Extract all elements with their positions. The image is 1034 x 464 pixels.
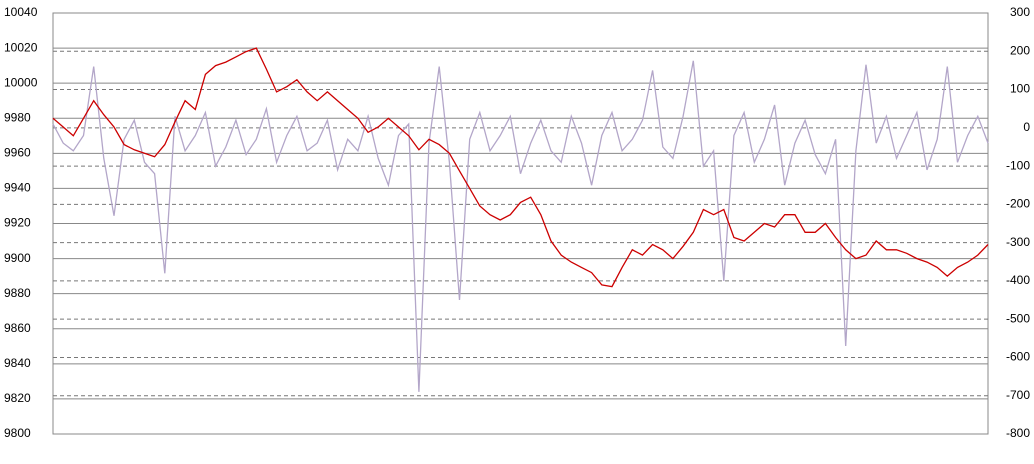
y-tick-label: 9900: [4, 251, 31, 265]
y2-tick-label: -600: [1006, 350, 1030, 364]
series-line: [52, 60, 989, 392]
y-tick-label: 9860: [4, 321, 31, 335]
y2-tick-label: -300: [1006, 235, 1030, 249]
y2-tick-label: -700: [1006, 388, 1030, 402]
y-tick-label: 9800: [4, 426, 31, 440]
y-tick-label: 10040: [4, 5, 38, 19]
y-tick-label: 9940: [4, 181, 31, 195]
y-tick-label: 9920: [4, 216, 31, 230]
y2-tick-label: 200: [1010, 43, 1030, 57]
y2-tick-label: 300: [1010, 5, 1030, 19]
y-tick-label: 9960: [4, 146, 31, 160]
y-tick-label: 9980: [4, 110, 31, 124]
y-tick-label: 9880: [4, 286, 31, 300]
y2-tick-label: 100: [1010, 82, 1030, 96]
y2-tick-label: 0: [1023, 120, 1030, 134]
y-tick-label: 10000: [4, 75, 38, 89]
y2-tick-label: -400: [1006, 273, 1030, 287]
y2-tick-label: -500: [1006, 311, 1030, 325]
y-tick-label: 9820: [4, 391, 31, 405]
y-tick-label: 10020: [4, 40, 38, 54]
series-line: [52, 47, 989, 288]
y2-tick-label: -800: [1006, 426, 1030, 440]
y2-tick-label: -200: [1006, 197, 1030, 211]
y2-tick-label: -100: [1006, 158, 1030, 172]
y-tick-label: 9840: [4, 356, 31, 370]
